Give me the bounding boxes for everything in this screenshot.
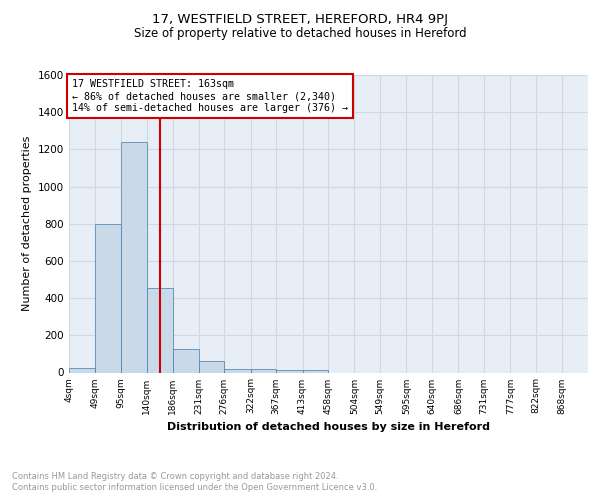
X-axis label: Distribution of detached houses by size in Hereford: Distribution of detached houses by size … <box>167 422 490 432</box>
Text: 17, WESTFIELD STREET, HEREFORD, HR4 9PJ: 17, WESTFIELD STREET, HEREFORD, HR4 9PJ <box>152 12 448 26</box>
Text: 17 WESTFIELD STREET: 163sqm
← 86% of detached houses are smaller (2,340)
14% of : 17 WESTFIELD STREET: 163sqm ← 86% of det… <box>71 80 347 112</box>
Text: Size of property relative to detached houses in Hereford: Size of property relative to detached ho… <box>134 28 466 40</box>
Y-axis label: Number of detached properties: Number of detached properties <box>22 136 32 312</box>
Text: Contains public sector information licensed under the Open Government Licence v3: Contains public sector information licen… <box>12 484 377 492</box>
Text: Contains HM Land Registry data © Crown copyright and database right 2024.: Contains HM Land Registry data © Crown c… <box>12 472 338 481</box>
